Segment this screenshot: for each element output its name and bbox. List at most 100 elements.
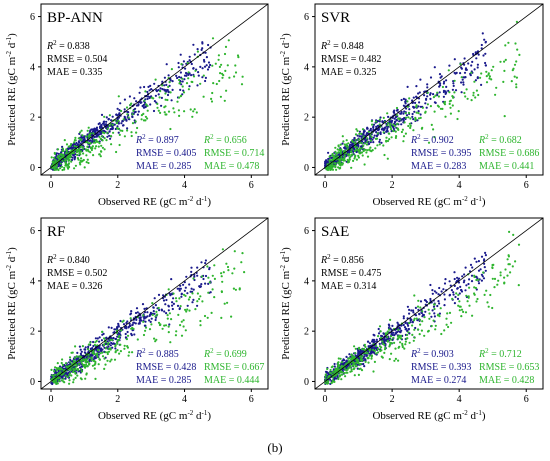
scatter-point-green bbox=[364, 352, 368, 355]
green-series-rmse: RMSE = 0.714 bbox=[204, 148, 264, 159]
scatter-point-blue bbox=[122, 323, 126, 326]
scatter-point-green bbox=[350, 368, 353, 371]
overall-rmse: RMSE = 0.502 bbox=[47, 268, 107, 279]
scatter-point-blue bbox=[109, 137, 112, 140]
scatter-point-blue bbox=[405, 114, 409, 117]
scatter-point-green bbox=[80, 157, 83, 160]
scatter-point-blue bbox=[143, 307, 146, 310]
scatter-point-green bbox=[370, 120, 373, 123]
scatter-point-blue bbox=[392, 127, 395, 130]
scatter-point-blue bbox=[172, 302, 175, 305]
scatter-point-blue bbox=[378, 120, 381, 123]
scatter-point-blue bbox=[178, 289, 181, 292]
scatter-point-blue bbox=[444, 278, 447, 281]
scatter-point-green bbox=[387, 122, 390, 125]
scatter-point-blue bbox=[413, 110, 416, 113]
scatter-point-green bbox=[364, 345, 367, 348]
scatter-point-blue bbox=[144, 320, 147, 323]
scatter-point-green bbox=[168, 81, 171, 84]
scatter-point-green bbox=[103, 148, 106, 151]
scatter-point-green bbox=[361, 359, 364, 362]
scatter-point-green bbox=[413, 294, 416, 297]
scatter-point-green bbox=[59, 162, 62, 165]
scatter-point-green bbox=[353, 374, 356, 377]
scatter-point-green bbox=[382, 144, 385, 147]
scatter-point-blue bbox=[177, 66, 180, 69]
scatter-point-green bbox=[148, 328, 152, 331]
scatter-point-green bbox=[398, 118, 402, 121]
scatter-point-blue bbox=[462, 83, 465, 86]
scatter-point-blue bbox=[101, 122, 105, 125]
scatter-point-green bbox=[101, 135, 104, 138]
scatter-point-blue bbox=[148, 96, 151, 100]
scatter-point-green bbox=[352, 159, 355, 162]
scatter-point-green bbox=[419, 116, 422, 119]
scatter-point-blue bbox=[193, 275, 196, 278]
scatter-point-green bbox=[90, 359, 93, 362]
scatter-point-green bbox=[421, 310, 424, 313]
scatter-point-blue bbox=[425, 98, 428, 101]
scatter-point-green bbox=[343, 143, 346, 146]
scatter-point-green bbox=[407, 124, 410, 128]
scatter-point-green bbox=[352, 363, 355, 366]
scatter-point-green bbox=[503, 282, 506, 285]
scatter-point-blue bbox=[143, 85, 146, 89]
scatter-point-blue bbox=[484, 64, 487, 67]
scatter-point-green bbox=[80, 129, 83, 132]
scatter-point-green bbox=[60, 165, 64, 168]
scatter-point-blue bbox=[139, 316, 142, 319]
scatter-point-blue bbox=[102, 120, 105, 123]
scatter-point-green bbox=[406, 100, 409, 103]
scatter-point-green bbox=[159, 323, 162, 327]
scatter-point-green bbox=[179, 305, 182, 308]
scatter-point-green bbox=[230, 315, 233, 318]
scatter-point-green bbox=[106, 131, 109, 134]
scatter-point-blue bbox=[135, 318, 138, 321]
scatter-point-blue bbox=[141, 303, 145, 306]
scatter-point-green bbox=[409, 126, 412, 129]
scatter-point-green bbox=[378, 325, 382, 328]
scatter-point-green bbox=[240, 261, 243, 264]
scatter-point-blue bbox=[154, 318, 157, 322]
scatter-point-blue bbox=[383, 127, 386, 130]
scatter-point-blue bbox=[448, 280, 451, 283]
scatter-point-green bbox=[380, 346, 383, 349]
scatter-point-green bbox=[488, 77, 491, 80]
scatter-point-green bbox=[86, 158, 89, 161]
scatter-point-green bbox=[243, 271, 246, 274]
scatter-point-green bbox=[172, 292, 175, 295]
scatter-point-green bbox=[345, 143, 348, 146]
scatter-point-green bbox=[86, 148, 89, 151]
scatter-point-green bbox=[210, 311, 213, 314]
scatter-point-blue bbox=[438, 85, 441, 88]
scatter-point-green bbox=[178, 114, 181, 117]
scatter-point-green bbox=[372, 348, 375, 351]
scatter-point-green bbox=[72, 359, 75, 362]
scatter-point-blue bbox=[480, 279, 483, 282]
scatter-point-green bbox=[399, 334, 403, 337]
scatter-point-green bbox=[188, 309, 191, 312]
scatter-point-green bbox=[347, 367, 350, 370]
scatter-point-green bbox=[357, 148, 360, 151]
scatter-point-green bbox=[436, 91, 439, 94]
scatter-point-green bbox=[427, 308, 430, 311]
scatter-point-green bbox=[96, 140, 99, 143]
scatter-point-green bbox=[474, 96, 477, 99]
scatter-point-green bbox=[161, 327, 164, 330]
scatter-point-blue bbox=[329, 378, 332, 381]
scatter-point-green bbox=[364, 360, 367, 363]
scatter-point-green bbox=[382, 342, 385, 345]
scatter-point-blue bbox=[139, 86, 142, 89]
scatter-point-blue bbox=[379, 116, 382, 119]
scatter-point-green bbox=[234, 288, 237, 291]
scatter-point-green bbox=[150, 323, 153, 326]
scatter-point-green bbox=[194, 69, 197, 72]
scatter-point-blue bbox=[403, 110, 406, 113]
scatter-point-green bbox=[74, 366, 77, 370]
scatter-point-green bbox=[208, 281, 211, 284]
scatter-point-green bbox=[333, 380, 336, 383]
scatter-point-blue bbox=[429, 97, 432, 100]
scatter-point-green bbox=[341, 162, 344, 165]
scatter-point-blue bbox=[199, 285, 202, 288]
scatter-point-blue bbox=[207, 61, 211, 64]
